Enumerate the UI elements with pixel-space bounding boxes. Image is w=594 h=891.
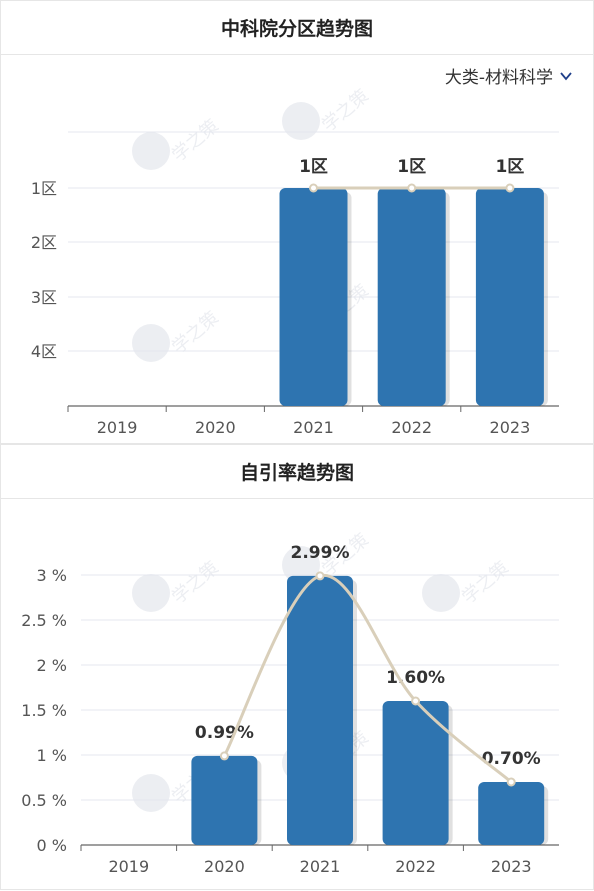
logo-icon — [132, 132, 170, 170]
data-label: 0.99% — [195, 723, 254, 743]
logo-icon — [132, 324, 170, 362]
rank-trend-header: 中科院分区趋势图 — [1, 1, 593, 55]
x-tick-label: 2023 — [490, 418, 531, 437]
logo-icon — [422, 574, 460, 612]
y-tick-label: 2区 — [31, 233, 57, 252]
self-citation-panel: 自引率趋势图 学之策学之策学之策学之策学之策0 %0.5 %1 %1.5 %2 … — [0, 444, 594, 890]
data-label: 2.99% — [291, 543, 350, 563]
self-citation-header: 自引率趋势图 — [1, 445, 593, 499]
rank-trend-title: 中科院分区趋势图 — [220, 18, 373, 40]
trend-point — [315, 571, 325, 581]
category-selector-label: 大类-材料科学 — [444, 68, 553, 88]
watermark: 学之策 — [422, 557, 513, 612]
trend-point — [411, 696, 421, 706]
watermark-text: 学之策 — [318, 85, 373, 136]
watermark-text: 学之策 — [458, 557, 513, 608]
watermark: 学之策 — [132, 557, 223, 612]
trend-point — [309, 183, 318, 193]
category-selector[interactable]: 大类-材料科学 — [445, 63, 573, 88]
y-tick-label: 1区 — [31, 179, 57, 198]
bar — [287, 575, 353, 845]
x-tick-label: 2020 — [195, 418, 236, 437]
chevron-down-icon — [560, 71, 572, 80]
logo-icon — [132, 774, 170, 812]
rank-trend-panel: 中科院分区趋势图 大类-材料科学 学之策学之策学之策学之策1区2区3区4区201… — [0, 0, 594, 444]
y-tick-label: 2.5 % — [21, 611, 67, 630]
data-label: 1区 — [397, 157, 426, 177]
trend-point — [506, 777, 516, 787]
bar — [475, 188, 544, 406]
x-tick-label: 2019 — [97, 418, 138, 437]
data-label: 1区 — [495, 157, 524, 177]
x-tick-label: 2022 — [391, 418, 432, 437]
y-tick-label: 2 % — [37, 656, 67, 675]
trend-point — [407, 183, 417, 193]
y-tick-label: 0.5 % — [21, 791, 67, 810]
watermark-text: 学之策 — [168, 557, 223, 608]
y-tick-label: 3 % — [37, 566, 67, 585]
data-label: 0.70% — [482, 749, 541, 769]
bar — [377, 188, 446, 406]
y-tick-label: 0 % — [37, 836, 67, 855]
logo-icon — [132, 574, 170, 612]
x-tick-label: 2021 — [293, 418, 334, 437]
x-tick-label: 2022 — [395, 857, 436, 876]
watermark: 学之策 — [132, 115, 223, 170]
x-tick-label: 2019 — [108, 857, 149, 876]
self-citation-title: 自引率趋势图 — [239, 462, 354, 484]
x-tick-label: 2020 — [204, 857, 245, 876]
trend-line — [223, 574, 513, 784]
trend-point — [219, 751, 229, 761]
watermark-text: 学之策 — [168, 115, 223, 166]
x-tick-label: 2021 — [300, 857, 341, 876]
self-citation-chart: 学之策学之策学之策学之策学之策0 %0.5 %1 %1.5 %2 %2.5 %3… — [21, 529, 559, 876]
y-tick-label: 4区 — [31, 342, 57, 361]
y-tick-label: 1.5 % — [21, 701, 67, 720]
bar — [382, 701, 449, 845]
x-tick-label: 2023 — [491, 857, 532, 876]
bar — [478, 782, 545, 845]
watermark: 学之策 — [132, 307, 223, 362]
y-tick-label: 1 % — [37, 746, 67, 765]
bar — [191, 755, 258, 845]
rank-trend-chart: 学之策学之策学之策学之策1区2区3区4区2019202020211区20221区… — [31, 85, 559, 437]
data-label: 1区 — [299, 157, 328, 177]
y-tick-label: 3区 — [31, 288, 57, 307]
trend-point — [505, 183, 515, 193]
bar — [279, 188, 348, 406]
logo-icon — [282, 102, 320, 140]
